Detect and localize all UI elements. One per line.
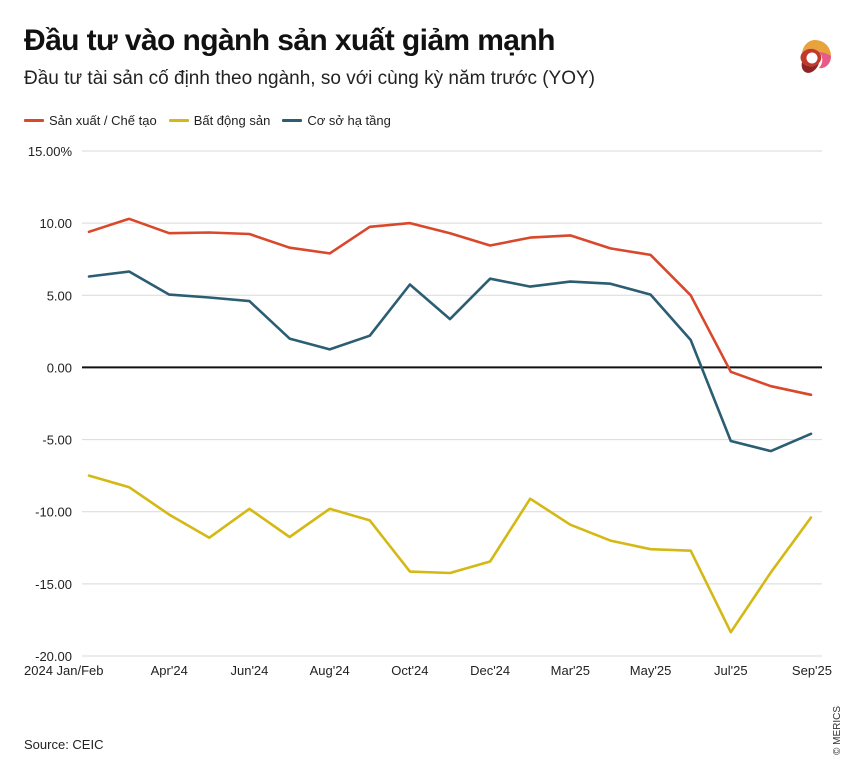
x-tick-label-jun-24: Jun'24 <box>230 663 268 678</box>
legend-item-real-estate: Bất động sản <box>168 113 271 128</box>
merics-logo-icon <box>800 40 831 73</box>
x-tick-label-may-25: May'25 <box>630 663 672 678</box>
x-tick-label-oct-24: Oct'24 <box>391 663 428 678</box>
series-line-infrastructure <box>87 270 813 453</box>
y-tick-label-0-00: 0.00 <box>47 360 72 375</box>
legend-item-infrastructure: Cơ sở hạ tầng <box>282 113 391 128</box>
legend-label-real-estate: Bất động sản <box>193 113 271 128</box>
series-lines <box>87 217 813 634</box>
x-tick-label-jul-25: Jul'25 <box>714 663 748 678</box>
x-tick-label-sep-25: Sep'25 <box>792 663 832 678</box>
series-line-manufacturing <box>87 217 813 397</box>
y-tick-label-5-00: -5.00 <box>42 433 72 448</box>
y-tick-label-20-00: -20.00 <box>35 649 72 664</box>
y-tick-label-15-00: 15.00% <box>28 144 73 159</box>
y-tick-label-15-00: -15.00 <box>35 577 72 592</box>
x-tick-label-apr-24: Apr'24 <box>151 663 188 678</box>
legend-label-manufacturing: Sản xuất / Chế tạo <box>49 113 157 128</box>
source-note: Source: CEIC <box>24 737 104 752</box>
x-tick-label-dec-24: Dec'24 <box>470 663 510 678</box>
legend-swatch-real-estate <box>168 119 189 122</box>
chart-subtitle: Đầu tư tài sản cố định theo ngành, so vớ… <box>24 68 596 89</box>
x-tick-label-mar-25: Mar'25 <box>551 663 590 678</box>
chart-legend: Sản xuất / Chế tạo Bất động sản Cơ sở hạ… <box>24 113 403 128</box>
series-line-real-estate <box>87 474 813 634</box>
y-tick-label-10-00: 10.00 <box>39 216 72 231</box>
legend-swatch-infrastructure <box>282 119 303 122</box>
grid-lines <box>82 150 822 657</box>
legend-label-infrastructure: Cơ sở hạ tầng <box>307 113 391 128</box>
credit-note: © MERICS <box>832 705 843 755</box>
x-axis-tick-labels: 2024 Jan/Feb Apr'24 Jun'24 Aug'24 Oct'24 Dec'… <box>24 663 832 678</box>
y-axis-tick-labels: 15.00% 10.00 5.00 0.00 -5.00 -10.00 -15.00 -20.… <box>28 144 73 664</box>
legend-swatch-manufacturing <box>24 119 44 122</box>
y-tick-label-5-00: 5.00 <box>47 288 72 303</box>
x-tick-label-2024-jan-feb: 2024 Jan/Feb <box>24 663 104 678</box>
x-tick-label-aug-24: Aug'24 <box>310 663 350 678</box>
legend-item-manufacturing: Sản xuất / Chế tạo <box>24 113 157 128</box>
y-tick-label-10-00: -10.00 <box>35 505 72 520</box>
chart-title: Đầu tư vào ngành sản xuất giảm mạnh <box>24 24 555 57</box>
